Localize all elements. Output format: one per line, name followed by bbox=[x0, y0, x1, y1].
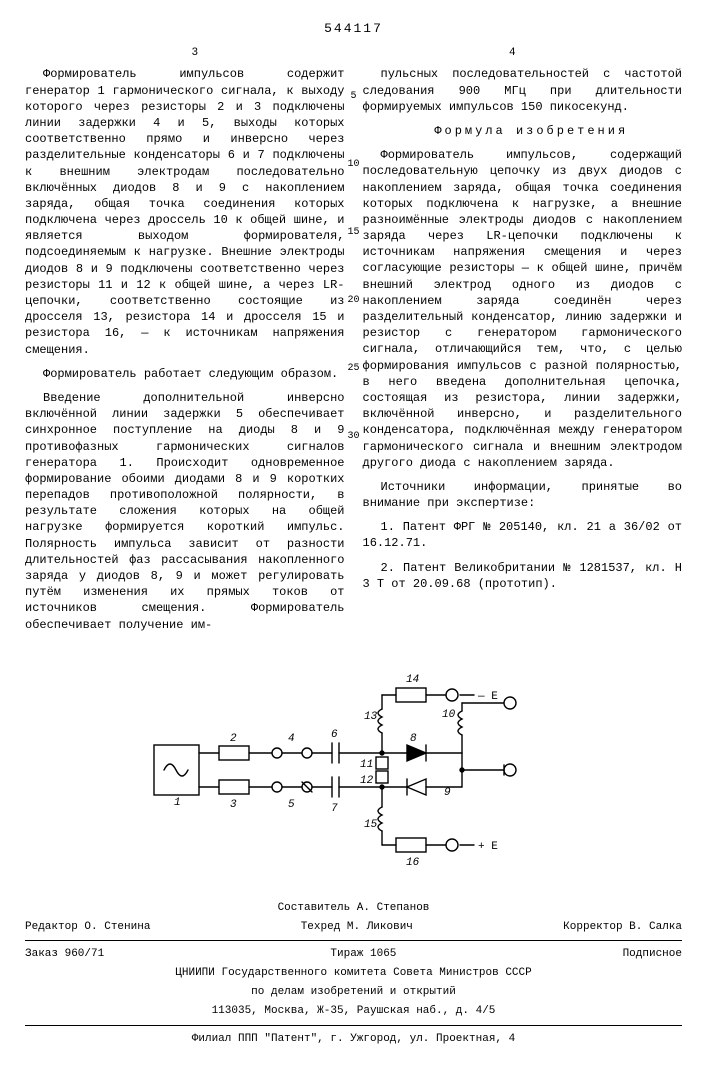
line-num-30: 30 bbox=[344, 430, 364, 444]
footer-tirage: Тираж 1065 bbox=[330, 947, 396, 962]
label-16: 16 bbox=[406, 857, 420, 869]
footer-order: Заказ 960/71 bbox=[25, 947, 104, 962]
right-column: 4 пульсных последовательностей с частото… bbox=[363, 46, 683, 641]
left-col-num: 3 bbox=[25, 46, 345, 61]
label-3: 3 bbox=[230, 799, 237, 811]
footer-branch: Филиал ППП "Патент", г. Ужгород, ул. Про… bbox=[25, 1030, 682, 1049]
line-num-10: 10 bbox=[344, 158, 364, 172]
footer-org1: ЦНИИПИ Государственного комитета Совета … bbox=[25, 964, 682, 983]
label-15: 15 bbox=[364, 819, 378, 831]
footer-tech: Техред М. Ликович bbox=[301, 920, 413, 935]
label-minusE: — E bbox=[477, 691, 498, 703]
label-2: 2 bbox=[230, 733, 237, 745]
label-5: 5 bbox=[288, 799, 295, 811]
circuit-diagram: 1 2 4 6 8 3 5 bbox=[144, 655, 564, 885]
footer-subscr: Подписное bbox=[623, 947, 682, 962]
left-p3: Введение дополнительной инверсно включён… bbox=[25, 390, 345, 633]
label-10: 10 bbox=[442, 709, 456, 721]
label-14: 14 bbox=[406, 674, 419, 686]
label-plusE: + E bbox=[478, 841, 498, 853]
line-num-15: 15 bbox=[344, 226, 364, 240]
label-11: 11 bbox=[360, 759, 373, 771]
label-9: 9 bbox=[444, 787, 451, 799]
left-column: 3 Формирователь импульсов содержит генер… bbox=[25, 46, 345, 641]
line-num-20: 20 bbox=[344, 294, 364, 308]
footer-org2: по делам изобретений и открытий bbox=[25, 983, 682, 1002]
footer: Составитель А. Степанов Редактор О. Стен… bbox=[25, 899, 682, 1049]
label-13: 13 bbox=[364, 711, 378, 723]
line-num-5: 5 bbox=[344, 90, 364, 104]
label-7: 7 bbox=[331, 803, 338, 815]
line-num-25: 25 bbox=[344, 362, 364, 376]
label-6: 6 bbox=[331, 729, 338, 741]
left-p2: Формирователь работает следующим образом… bbox=[25, 366, 345, 382]
footer-editor: Редактор О. Стенина bbox=[25, 920, 150, 935]
right-p2: Формирователь импульсов, содержащий посл… bbox=[363, 147, 683, 471]
formula-title: Формула изобретения bbox=[363, 123, 683, 139]
right-p5: 2. Патент Великобритании № 1281537, кл. … bbox=[363, 560, 683, 592]
footer-compiler: Составитель А. Степанов bbox=[25, 899, 682, 918]
footer-addr: 113035, Москва, Ж-35, Раушская наб., д. … bbox=[25, 1002, 682, 1021]
label-8: 8 bbox=[410, 733, 417, 745]
left-p1: Формирователь импульсов содержит генерат… bbox=[25, 66, 345, 357]
label-12: 12 bbox=[360, 775, 374, 787]
right-p1: пульсных последовательностей с частотой … bbox=[363, 66, 683, 115]
label-4: 4 bbox=[288, 733, 295, 745]
right-p3: Источники информации, принятые во вниман… bbox=[363, 479, 683, 511]
patent-number: 544117 bbox=[25, 20, 682, 38]
label-1: 1 bbox=[174, 797, 181, 809]
footer-corrector: Корректор В. Салка bbox=[563, 920, 682, 935]
right-col-num: 4 bbox=[363, 46, 683, 61]
right-p4: 1. Патент ФРГ № 205140, кл. 21 а 36/02 о… bbox=[363, 519, 683, 551]
text-columns: 3 Формирователь импульсов содержит генер… bbox=[25, 46, 682, 641]
